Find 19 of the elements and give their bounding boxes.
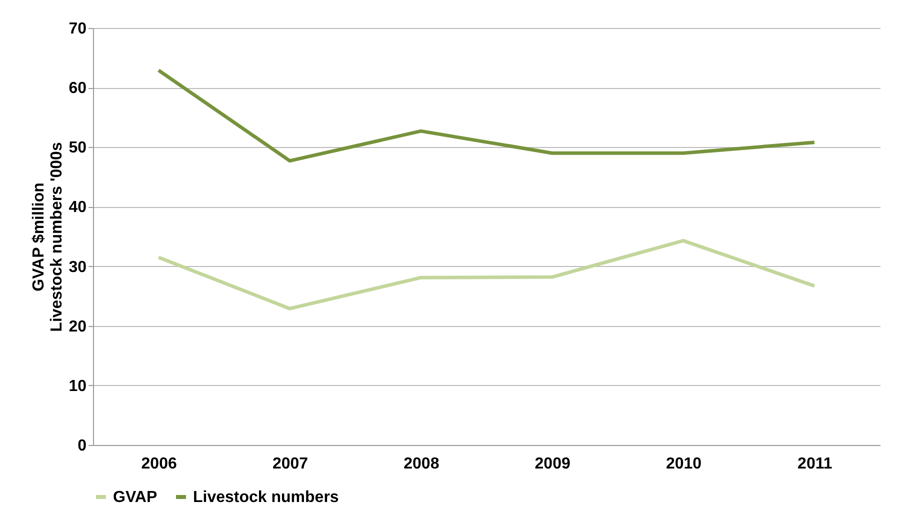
line-series — [156, 238, 816, 310]
x-tick-label: 2009 — [534, 456, 570, 472]
x-tick-label: 2011 — [798, 456, 832, 472]
x-tick-label: 2007 — [272, 456, 308, 472]
y-tick-label: 70 — [68, 20, 87, 38]
y-tick-label: 0 — [78, 438, 87, 454]
y-axis-title: GVAP $million Livestock numbers '000s — [30, 142, 66, 332]
x-tick-label: 2006 — [141, 456, 177, 472]
y-tick-label: 40 — [68, 199, 87, 216]
x-tick-label: 2008 — [404, 456, 440, 472]
y-tick-label: 20 — [68, 318, 87, 336]
legend-label: Livestock numbers — [193, 489, 339, 506]
x-tick-label: 2010 — [666, 456, 702, 472]
y-tick-label: 50 — [68, 140, 87, 157]
y-tick-label: 30 — [68, 258, 87, 276]
y-tick-label: 60 — [68, 80, 87, 98]
y-tick-label: 10 — [68, 378, 87, 395]
line-series — [156, 68, 816, 163]
legend-label: GVAP — [113, 489, 158, 506]
